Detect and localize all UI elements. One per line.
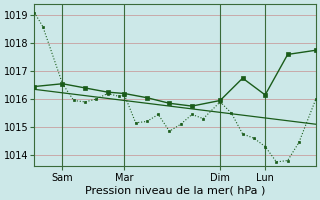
X-axis label: Pression niveau de la mer( hPa ): Pression niveau de la mer( hPa )	[85, 186, 265, 196]
